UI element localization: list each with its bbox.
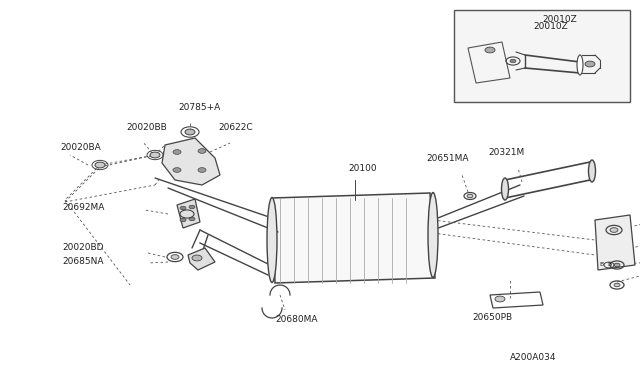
- Circle shape: [192, 255, 202, 261]
- Ellipse shape: [267, 198, 277, 282]
- Text: 20010Z: 20010Z: [543, 16, 577, 25]
- Text: B: B: [607, 263, 611, 267]
- Text: 20680MA: 20680MA: [275, 315, 317, 324]
- Circle shape: [189, 205, 195, 209]
- Text: 20020BD: 20020BD: [62, 244, 104, 253]
- Circle shape: [173, 150, 181, 154]
- Text: 20020BA: 20020BA: [60, 144, 100, 153]
- Ellipse shape: [428, 192, 438, 278]
- Text: 20100: 20100: [348, 164, 376, 173]
- Circle shape: [185, 129, 195, 135]
- Text: 20692MA: 20692MA: [62, 203, 104, 212]
- Polygon shape: [177, 199, 200, 228]
- Circle shape: [189, 217, 195, 221]
- Circle shape: [95, 162, 105, 168]
- Polygon shape: [595, 215, 635, 270]
- Circle shape: [510, 59, 516, 63]
- Circle shape: [614, 263, 620, 267]
- Circle shape: [485, 47, 495, 53]
- Polygon shape: [188, 248, 215, 270]
- Text: 20321M: 20321M: [488, 148, 524, 157]
- Text: 20650PB: 20650PB: [472, 314, 512, 323]
- Text: 20685NA: 20685NA: [62, 257, 104, 266]
- Text: A200A034: A200A034: [510, 353, 557, 362]
- Text: 20622C: 20622C: [218, 124, 253, 132]
- Circle shape: [614, 283, 620, 287]
- Text: 20010Z: 20010Z: [533, 22, 568, 31]
- FancyBboxPatch shape: [454, 10, 630, 102]
- Circle shape: [467, 194, 473, 198]
- Text: 20651MA: 20651MA: [426, 154, 468, 163]
- Text: B: B: [600, 263, 604, 267]
- Circle shape: [198, 168, 206, 172]
- Ellipse shape: [589, 160, 595, 182]
- Ellipse shape: [502, 178, 509, 200]
- Circle shape: [150, 152, 160, 158]
- Ellipse shape: [577, 55, 583, 75]
- Polygon shape: [162, 138, 220, 185]
- Circle shape: [180, 218, 186, 222]
- Circle shape: [198, 149, 206, 153]
- Text: 20785+A: 20785+A: [178, 103, 220, 112]
- Circle shape: [173, 168, 181, 172]
- Circle shape: [171, 255, 179, 259]
- Circle shape: [495, 296, 505, 302]
- Circle shape: [585, 61, 595, 67]
- Circle shape: [180, 206, 186, 210]
- Text: 20020BB: 20020BB: [126, 124, 167, 132]
- Polygon shape: [272, 193, 435, 283]
- Circle shape: [610, 228, 618, 232]
